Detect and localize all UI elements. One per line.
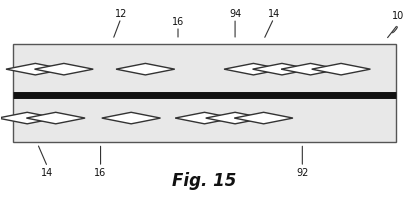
Text: 14: 14: [41, 168, 54, 178]
Polygon shape: [281, 63, 340, 75]
Polygon shape: [206, 112, 265, 124]
Text: 92: 92: [296, 168, 308, 178]
Text: 12: 12: [115, 9, 127, 19]
Polygon shape: [312, 63, 371, 75]
Polygon shape: [0, 112, 56, 124]
Polygon shape: [224, 63, 283, 75]
Bar: [13, 44, 396, 141]
Polygon shape: [234, 112, 293, 124]
Polygon shape: [26, 112, 85, 124]
Text: 94: 94: [229, 9, 241, 19]
Polygon shape: [102, 112, 160, 124]
Text: Fig. 15: Fig. 15: [172, 172, 237, 190]
Text: 16: 16: [172, 17, 184, 27]
Polygon shape: [175, 112, 234, 124]
Text: 10: 10: [392, 11, 404, 21]
Text: 14: 14: [267, 9, 280, 19]
Text: 16: 16: [94, 168, 107, 178]
Polygon shape: [116, 63, 175, 75]
Polygon shape: [34, 63, 93, 75]
Polygon shape: [253, 63, 311, 75]
Polygon shape: [6, 63, 65, 75]
